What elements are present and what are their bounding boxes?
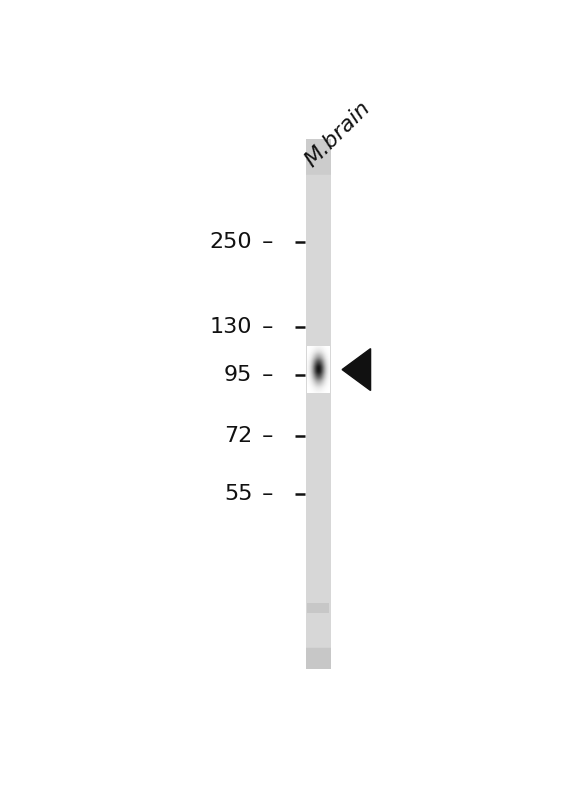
Text: –: – [254,233,273,253]
Text: 55: 55 [224,484,253,504]
Text: 72: 72 [224,426,253,446]
Text: 130: 130 [210,317,253,337]
Text: 250: 250 [210,233,253,253]
Text: 95: 95 [224,365,253,385]
Polygon shape [342,349,371,390]
Text: –: – [254,365,273,385]
Text: M.brain: M.brain [301,98,374,171]
Text: –: – [254,317,273,337]
Text: –: – [254,426,273,446]
Text: –: – [254,484,273,504]
